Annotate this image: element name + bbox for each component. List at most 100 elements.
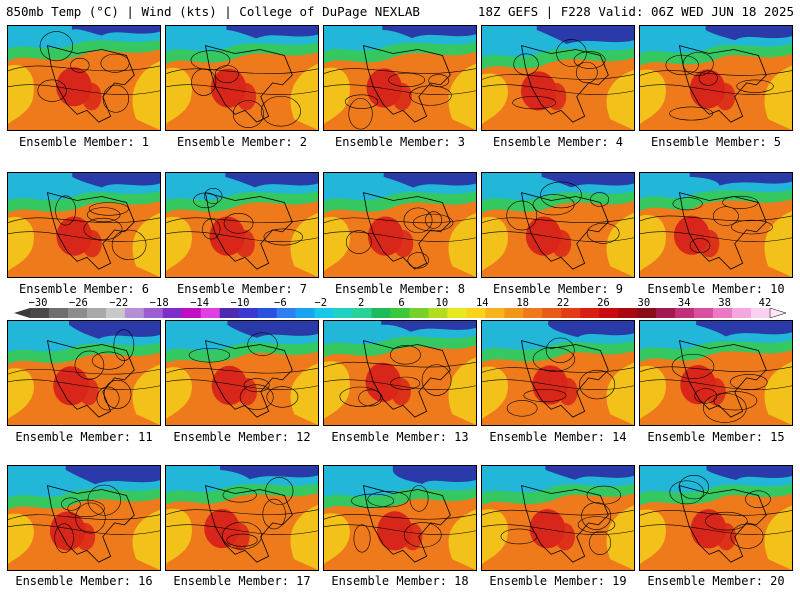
colorbar-segment: [181, 308, 202, 318]
ensemble-member-label: Ensemble Member: 18: [331, 574, 469, 588]
colorbar-segment: [30, 308, 50, 318]
ensemble-member-label: Ensemble Member: 13: [331, 430, 469, 444]
ensemble-map-panel: [639, 25, 793, 131]
colorbar-tick-label: 22: [556, 297, 570, 309]
ensemble-member-label: Ensemble Member: 20: [647, 574, 785, 588]
temperature-map: [482, 173, 634, 277]
colorbar-segment: [694, 308, 714, 318]
temperature-map: [166, 466, 318, 570]
colorbar-tick-label: 30: [637, 297, 651, 309]
temperature-colorbar: [14, 308, 786, 318]
ensemble-map-panel: [7, 25, 161, 131]
temperature-map: [166, 26, 318, 130]
ensemble-member-label: Ensemble Member: 16: [15, 574, 153, 588]
colorbar-segment: [86, 308, 107, 318]
ensemble-member-label: Ensemble Member: 10: [647, 282, 785, 296]
ensemble-map-panel: [481, 465, 635, 571]
temperature-map: [324, 321, 476, 425]
colorbar-tick-label: −14: [190, 297, 210, 309]
ensemble-map-panel: [7, 172, 161, 278]
temperature-map: [8, 321, 160, 425]
ensemble-member-label: Ensemble Member: 5: [650, 135, 782, 149]
colorbar-segment: [428, 308, 448, 318]
ensemble-member-label: Ensemble Member: 14: [489, 430, 627, 444]
temperature-map: [482, 26, 634, 130]
colorbar-segment: [637, 308, 657, 318]
ensemble-map-panel: [323, 25, 477, 131]
colorbar-segment: [238, 308, 258, 318]
ensemble-map-panel: [481, 25, 635, 131]
colorbar-tick-label: 34: [677, 297, 691, 309]
colorbar-tick-label: −22: [109, 297, 129, 309]
ensemble-member-label: Ensemble Member: 17: [173, 574, 311, 588]
colorbar-min-arrow: [14, 308, 30, 318]
colorbar-segment: [732, 308, 752, 318]
ensemble-map-panel: [165, 25, 319, 131]
temperature-map: [166, 321, 318, 425]
temperature-map: [640, 466, 792, 570]
colorbar-segment: [105, 308, 126, 318]
ensemble-map-panel: [165, 172, 319, 278]
temperature-map: [482, 466, 634, 570]
ensemble-map-panel: [639, 320, 793, 426]
colorbar-segment: [618, 308, 638, 318]
colorbar-tick-label: 38: [718, 297, 731, 309]
colorbar-segment: [561, 308, 581, 318]
ensemble-member-label: Ensemble Member: 8: [334, 282, 466, 296]
colorbar-tick-label: −18: [149, 297, 169, 309]
temperature-map: [482, 321, 634, 425]
colorbar-segment: [599, 308, 619, 318]
ensemble-member-label: Ensemble Member: 6: [18, 282, 150, 296]
temperature-map: [324, 466, 476, 570]
ensemble-map-panel: [481, 172, 635, 278]
colorbar-max-arrow: [769, 308, 786, 318]
colorbar-tick-label: −6: [274, 297, 287, 309]
map-title: 850mb Temp (°C) | Wind (kts) | College o…: [6, 4, 420, 19]
colorbar-tick-label: 14: [475, 297, 489, 309]
ensemble-member-label: Ensemble Member: 19: [489, 574, 627, 588]
colorbar-segment: [523, 308, 543, 318]
ensemble-map-panel: [7, 320, 161, 426]
colorbar-segment: [409, 308, 429, 318]
temperature-map: [8, 26, 160, 130]
colorbar-segment: [390, 308, 410, 318]
colorbar-segment: [219, 308, 240, 318]
temperature-map: [8, 173, 160, 277]
ensemble-member-label: Ensemble Member: 4: [492, 135, 624, 149]
colorbar-segment: [333, 308, 353, 318]
colorbar-tick-label: −26: [68, 297, 88, 309]
colorbar-segment: [143, 308, 164, 318]
colorbar-segment: [466, 308, 486, 318]
colorbar-tick-label: 6: [398, 297, 405, 309]
ensemble-member-label: Ensemble Member: 3: [334, 135, 466, 149]
colorbar-tick-label: 18: [516, 297, 529, 309]
ensemble-map-panel: [323, 172, 477, 278]
ensemble-member-label: Ensemble Member: 9: [492, 282, 624, 296]
colorbar-tick-label: −30: [28, 297, 48, 309]
colorbar-segment: [276, 308, 296, 318]
colorbar-tick-label: 2: [357, 297, 365, 309]
colorbar-segment: [257, 308, 277, 318]
temperature-map: [166, 173, 318, 277]
colorbar-tick-label: 42: [758, 297, 772, 309]
ensemble-member-label: Ensemble Member: 2: [176, 135, 308, 149]
colorbar-segment: [314, 308, 334, 318]
colorbar-tick-label: −10: [230, 297, 250, 309]
temperature-map: [640, 26, 792, 130]
colorbar-segment: [580, 308, 600, 318]
ensemble-map-panel: [639, 465, 793, 571]
colorbar-segment: [713, 308, 733, 318]
temperature-map: [324, 26, 476, 130]
colorbar-segment: [295, 308, 315, 318]
temperature-map: [324, 173, 476, 277]
colorbar-segment: [447, 308, 467, 318]
ensemble-map-panel: [165, 320, 319, 426]
ensemble-map-panel: [7, 465, 161, 571]
colorbar-segment: [504, 308, 524, 318]
temperature-map: [640, 173, 792, 277]
colorbar-segment: [675, 308, 695, 318]
colorbar-tick-label: 26: [597, 297, 610, 309]
ensemble-map-panel: [639, 172, 793, 278]
valid-time: 18Z GEFS | F228 Valid: 06Z WED JUN 18 20…: [477, 4, 794, 19]
colorbar-tick-label: 10: [435, 297, 449, 309]
